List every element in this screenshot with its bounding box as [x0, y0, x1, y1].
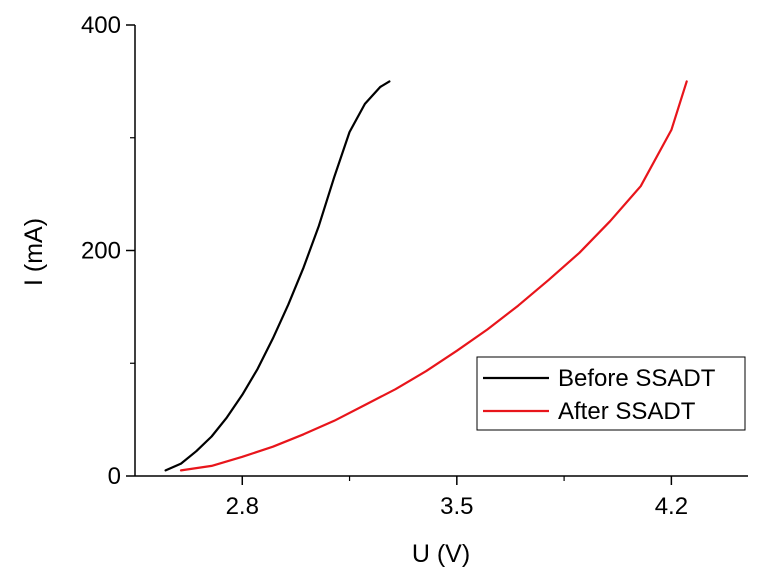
legend-box: [476, 356, 746, 431]
legend: Before SSADT After SSADT: [476, 356, 746, 431]
legend-label-before-ssadt: Before SSADT: [558, 365, 716, 392]
x-axis-title: U (V): [412, 540, 470, 568]
y-tick-label: 200: [81, 238, 121, 265]
series-layer: [164, 80, 688, 472]
legend-label-after-ssadt: After SSADT: [558, 398, 696, 425]
series-line-before-ssadt: [164, 80, 391, 472]
y-tick-label: 400: [81, 12, 121, 39]
series-line-after-ssadt: [179, 80, 688, 472]
axes: 0 200 400 2.8 3.5 4.2: [81, 12, 748, 520]
x-tick-label: 3.5: [440, 493, 473, 520]
x-tick-label: 2.8: [226, 493, 259, 520]
y-tick-label: 0: [108, 463, 121, 490]
x-tick-label: 4.2: [655, 493, 688, 520]
y-axis-title: I (mA): [20, 218, 48, 286]
